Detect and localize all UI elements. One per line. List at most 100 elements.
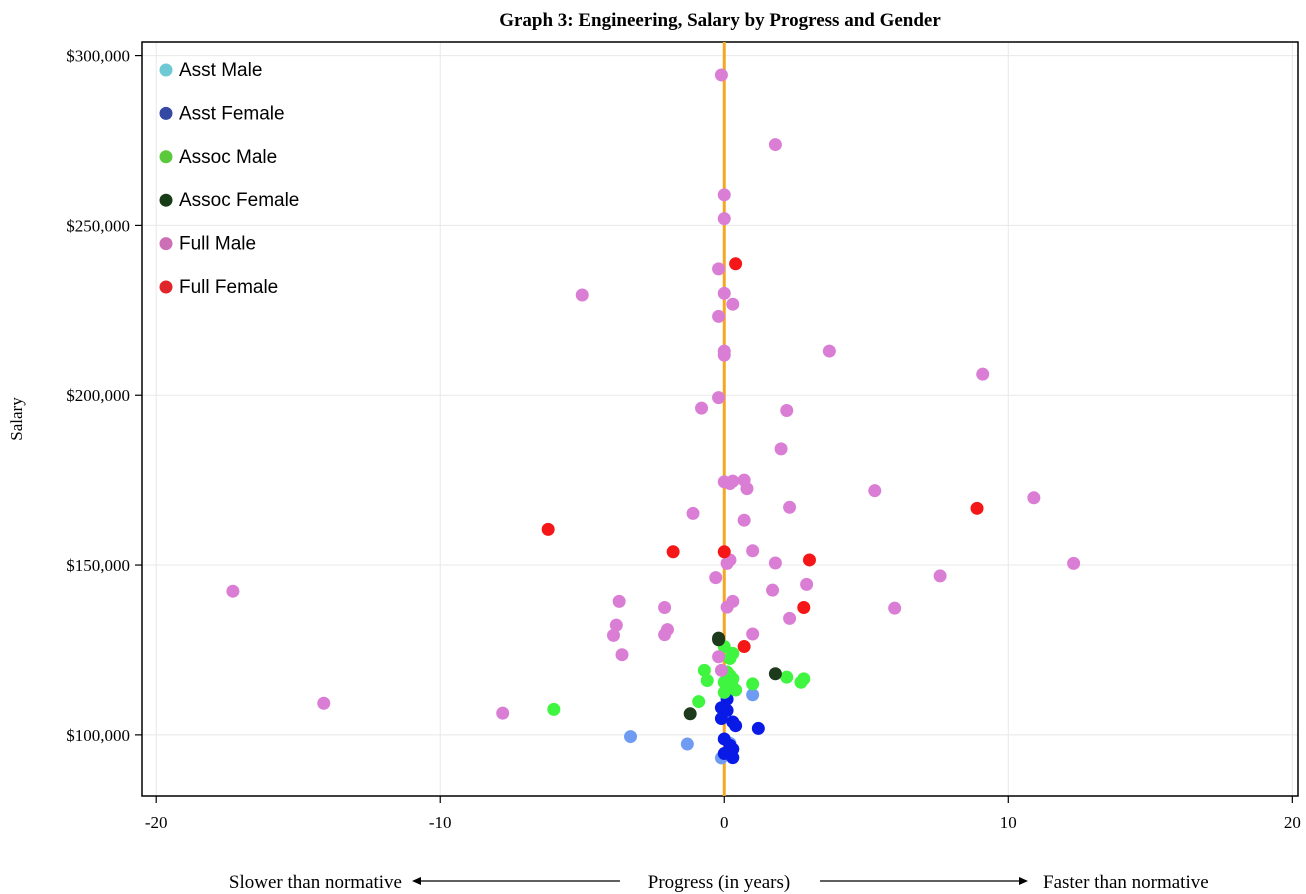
point-full-male [740, 482, 753, 495]
legend-marker-full-female [160, 281, 173, 294]
point-assoc-male [780, 671, 793, 684]
point-asst-female [729, 719, 742, 732]
point-full-female [803, 553, 816, 566]
point-full-male [976, 368, 989, 381]
point-full-male [715, 664, 728, 677]
point-full-male [868, 484, 881, 497]
y-axis: $100,000 $150,000 $200,000 $250,000 $300,000 [66, 47, 142, 745]
point-full-male [783, 612, 796, 625]
legend-marker-asst-male [160, 64, 173, 77]
point-full-female [797, 601, 810, 614]
point-full-female [729, 257, 742, 270]
point-full-male [687, 507, 700, 520]
legend-label-assoc-male: Assoc Male [179, 147, 277, 168]
point-full-male [607, 629, 620, 642]
y-tick-label: $250,000 [66, 216, 130, 235]
point-assoc-male [692, 695, 705, 708]
point-assoc-male [794, 676, 807, 689]
point-asst-female [715, 712, 728, 725]
point-full-male [723, 477, 736, 490]
x-axis: -20 -10 0 10 20 [145, 796, 1301, 832]
data-points [226, 68, 1080, 764]
legend-marker-full-male [160, 237, 173, 250]
point-full-male [718, 188, 731, 201]
point-full-male [1027, 491, 1040, 504]
right-arrow-head [1019, 877, 1028, 885]
point-full-male [712, 310, 725, 323]
point-assoc-female [712, 633, 725, 646]
point-full-male [888, 602, 901, 615]
point-assoc-male [729, 684, 742, 697]
point-assoc-male [701, 674, 714, 687]
point-full-male [775, 442, 788, 455]
point-full-male [726, 298, 739, 311]
point-full-male [613, 595, 626, 608]
chart-title: Graph 3: Engineering, Salary by Progress… [499, 10, 941, 31]
x-axis-label-right: Faster than normative [1043, 872, 1209, 893]
x-axis-label: Progress (in years) [648, 872, 790, 893]
y-tick-label: $100,000 [66, 726, 130, 745]
x-tick-label: -20 [145, 813, 168, 832]
point-full-male [695, 402, 708, 415]
point-full-male [766, 584, 779, 597]
point-assoc-male [723, 652, 736, 665]
point-full-male [712, 650, 725, 663]
point-assoc-male [547, 703, 560, 716]
point-full-male [226, 585, 239, 598]
point-full-female [667, 545, 680, 558]
point-full-male [746, 627, 759, 640]
legend-label-full-male: Full Male [179, 234, 256, 255]
y-tick-label: $300,000 [66, 47, 130, 66]
point-full-male [317, 697, 330, 710]
point-assoc-male [746, 677, 759, 690]
point-full-male [616, 648, 629, 661]
x-tick-label: -10 [429, 813, 452, 832]
legend-label-full-female: Full Female [179, 277, 278, 298]
point-assoc-female [684, 707, 697, 720]
point-full-female [718, 545, 731, 558]
point-full-male [721, 601, 734, 614]
legend-marker-asst-female [160, 107, 173, 120]
point-asst-male [624, 730, 637, 743]
point-asst-male [681, 738, 694, 751]
legend: Asst Male Asst Female Assoc Male Assoc Fema… [160, 60, 300, 298]
point-full-male [718, 349, 731, 362]
point-full-male [712, 262, 725, 275]
legend-marker-assoc-female [160, 194, 173, 207]
point-full-male [800, 578, 813, 591]
point-full-male [823, 345, 836, 358]
point-full-male [769, 138, 782, 151]
point-full-male [769, 557, 782, 570]
point-full-male [746, 544, 759, 557]
x-tick-label: 0 [720, 813, 729, 832]
y-tick-label: $200,000 [66, 386, 130, 405]
point-full-male [715, 68, 728, 81]
point-full-female [738, 640, 751, 653]
x-tick-label: 20 [1284, 813, 1301, 832]
point-full-male [738, 514, 751, 527]
point-full-male [783, 501, 796, 514]
point-full-male [721, 557, 734, 570]
y-tick-label: $150,000 [66, 556, 130, 575]
point-assoc-male [718, 686, 731, 699]
point-full-male [658, 628, 671, 641]
point-full-male [934, 569, 947, 582]
point-full-male [718, 212, 731, 225]
point-asst-female [726, 751, 739, 764]
x-tick-label: 10 [1000, 813, 1017, 832]
left-arrow-head [412, 877, 421, 885]
point-full-male [712, 391, 725, 404]
point-full-male [780, 404, 793, 417]
legend-label-asst-female: Asst Female [179, 103, 285, 124]
point-full-female [542, 523, 555, 536]
point-full-male [709, 571, 722, 584]
point-full-male [496, 707, 509, 720]
point-full-male [718, 287, 731, 300]
point-full-male [658, 601, 671, 614]
y-axis-label: Salary [7, 397, 26, 441]
point-full-female [971, 502, 984, 515]
x-axis-label-left: Slower than normative [229, 872, 402, 893]
legend-label-asst-male: Asst Male [179, 60, 262, 81]
point-full-male [1067, 557, 1080, 570]
